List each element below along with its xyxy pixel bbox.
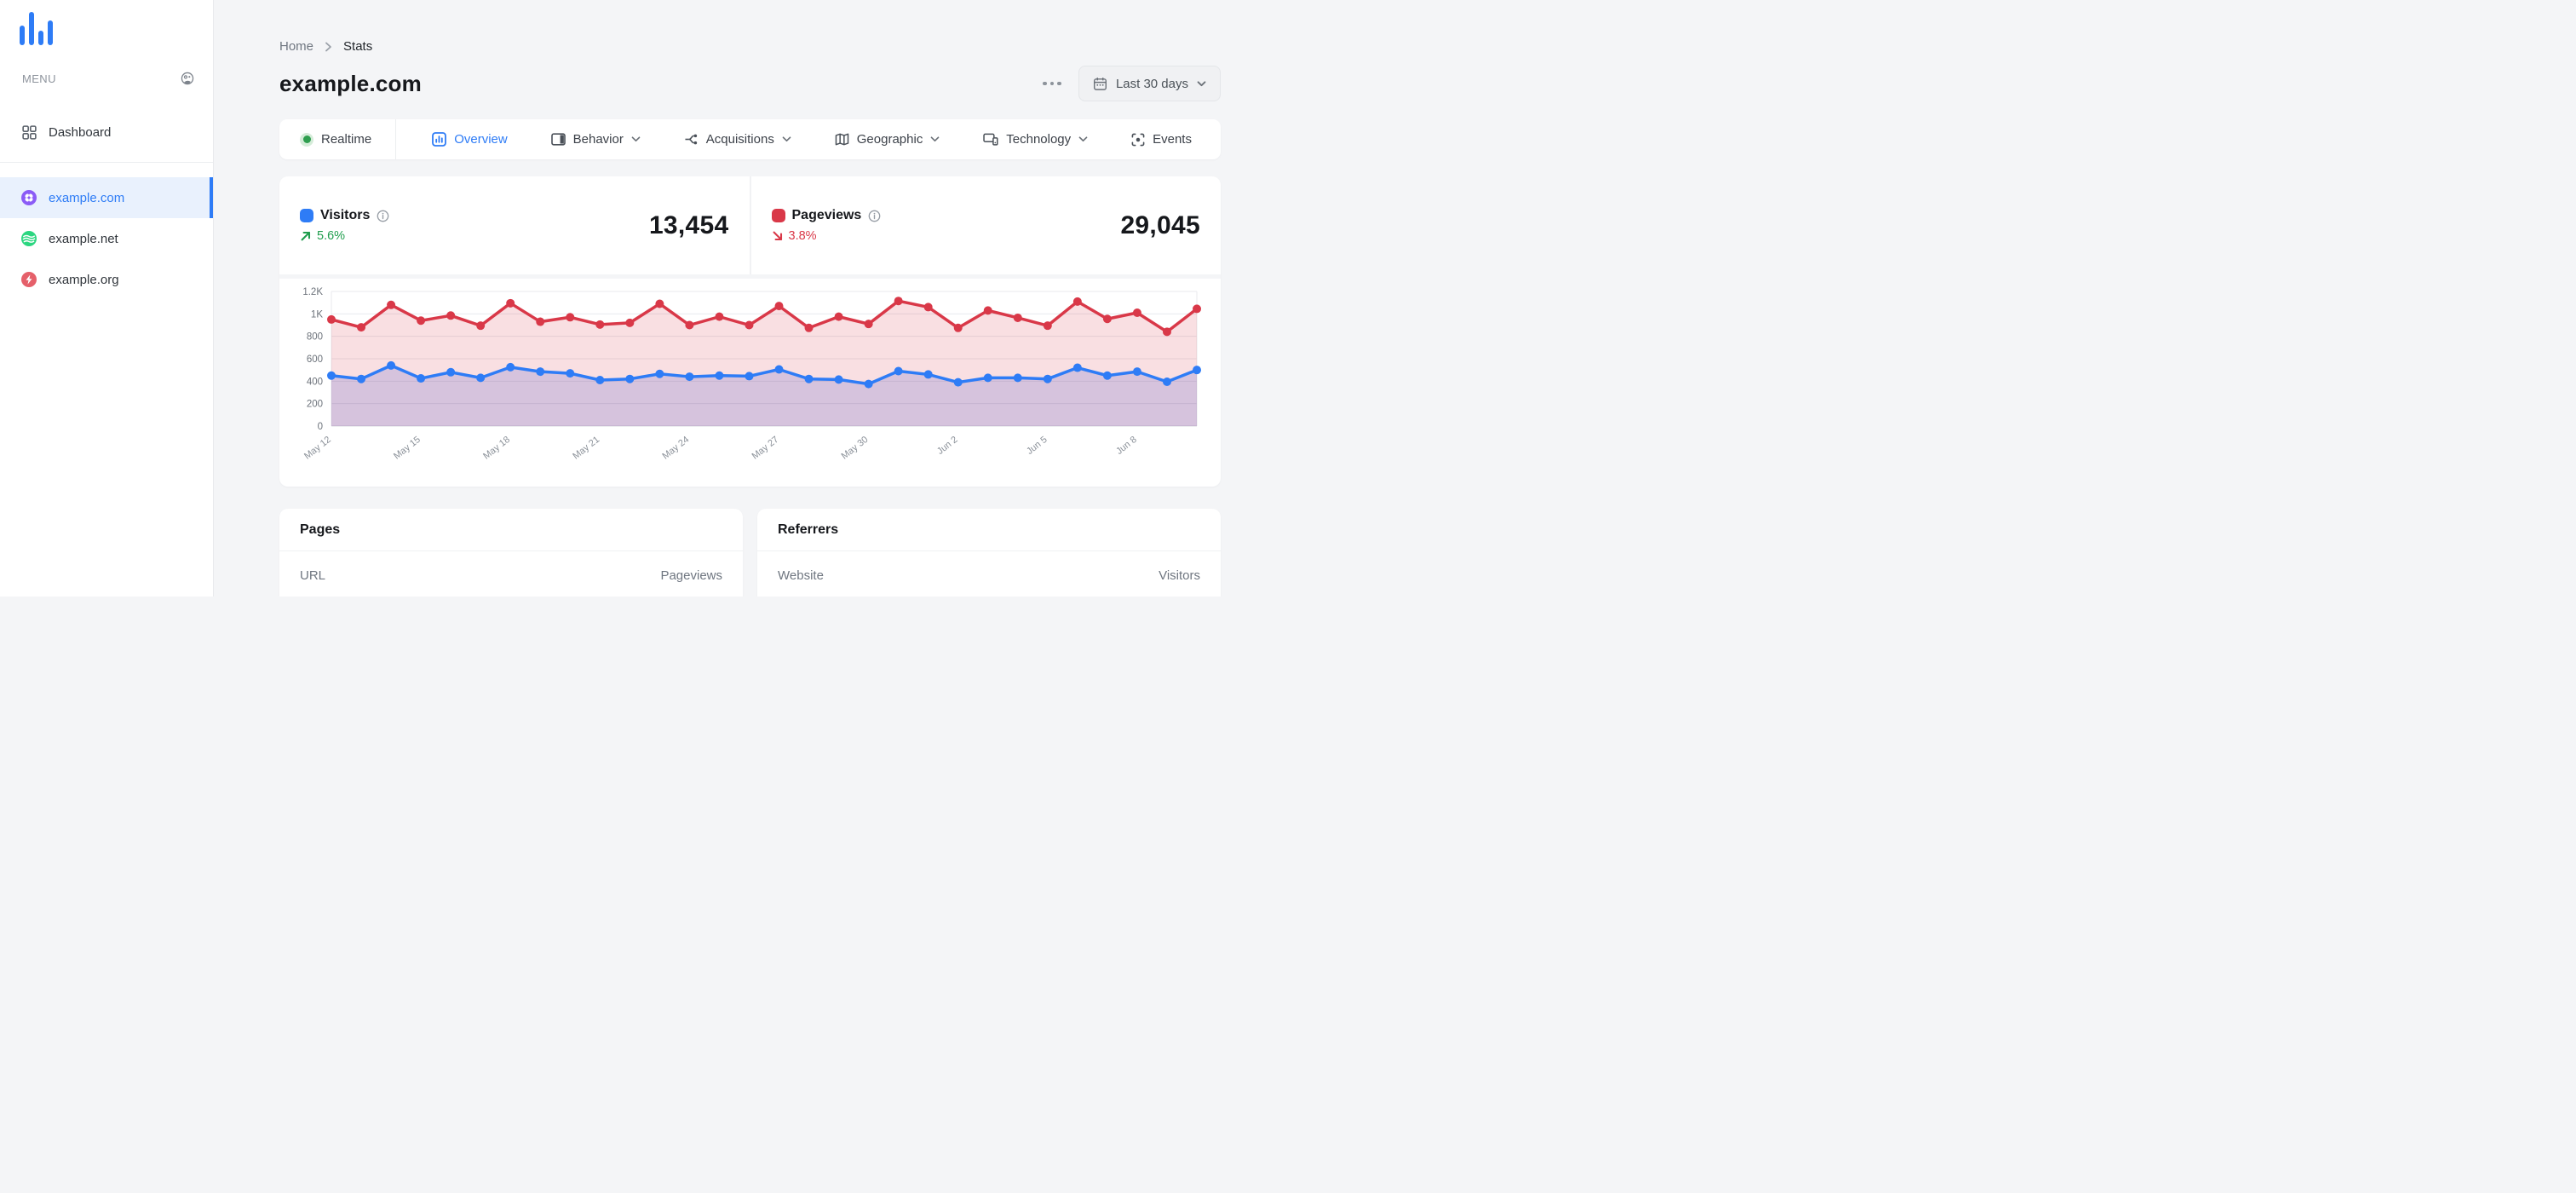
chevron-down-icon — [631, 136, 641, 142]
visitors-stat-tile: Visitors 5.6% 13,454 — [279, 176, 750, 274]
site-name: example.net — [49, 231, 118, 246]
pageviews-legend-chip — [771, 209, 785, 222]
menu-section-label: MENU — [22, 72, 56, 85]
calendar-icon — [1093, 77, 1107, 91]
chevron-down-icon — [1078, 136, 1088, 142]
svg-text:Jun 5: Jun 5 — [1025, 435, 1049, 457]
svg-text:May 12: May 12 — [302, 435, 333, 462]
svg-text:May 21: May 21 — [571, 435, 601, 462]
column-header-url: URL — [300, 568, 326, 583]
column-header-visitors: Visitors — [1159, 568, 1200, 583]
user-circle-icon[interactable] — [181, 72, 194, 85]
app-logo-icon — [20, 12, 213, 45]
sidebar-item-dashboard[interactable]: Dashboard — [0, 113, 213, 151]
svg-text:Jun 2: Jun 2 — [935, 435, 960, 457]
view-tabs: Realtime Overview Behavior — [279, 119, 1221, 159]
chevron-down-icon — [930, 136, 940, 142]
main-content: Home Stats example.com Last 30 days Real… — [214, 0, 1288, 596]
svg-text:800: 800 — [307, 332, 323, 343]
page-title: example.com — [279, 70, 422, 96]
traffic-chart-svg: 0 200 400 600 800 1K 1.2K May 12 May 15 May 18 May… — [302, 287, 1201, 462]
sidebar-divider — [0, 162, 213, 163]
stat-label: Visitors — [320, 208, 371, 222]
pageviews-change: 3.8% — [772, 229, 882, 243]
pages-card: Pages URL Pageviews — [279, 509, 743, 596]
bar-chart-icon — [432, 132, 447, 147]
tab-events[interactable]: Events — [1131, 132, 1192, 147]
breadcrumb: Home Stats — [279, 39, 1221, 54]
svg-text:200: 200 — [307, 400, 323, 410]
svg-text:0: 0 — [318, 422, 323, 432]
visitors-value: 13,454 — [648, 210, 729, 239]
sidebar-item-label: Dashboard — [49, 124, 112, 140]
date-range-label: Last 30 days — [1115, 76, 1188, 91]
layout-icon — [550, 133, 566, 146]
tab-label: Acquisitions — [705, 132, 774, 147]
date-range-button[interactable]: Last 30 days — [1078, 66, 1221, 101]
svg-text:1K: 1K — [311, 309, 323, 320]
site-bolt-icon — [21, 272, 37, 287]
svg-text:May 27: May 27 — [750, 435, 781, 462]
change-value: 3.8% — [788, 229, 817, 243]
svg-text:May 18: May 18 — [481, 435, 512, 462]
tab-behavior[interactable]: Behavior — [550, 132, 641, 147]
visitors-legend-chip — [300, 209, 313, 222]
branch-icon — [684, 133, 699, 146]
tab-acquisitions[interactable]: Acquisitions — [684, 132, 791, 147]
pageviews-stat-tile: Pageviews 3.8% 29,045 — [749, 176, 1222, 274]
sidebar-site-example-com[interactable]: example.com — [0, 177, 213, 218]
svg-text:400: 400 — [307, 377, 323, 387]
tab-geographic[interactable]: Geographic — [835, 132, 940, 147]
column-header-pageviews: Pageviews — [660, 568, 722, 583]
tab-label: Realtime — [321, 132, 372, 147]
stat-label: Pageviews — [791, 208, 862, 222]
devices-icon — [983, 133, 998, 146]
column-header-website: Website — [778, 568, 824, 583]
svg-text:May 24: May 24 — [660, 435, 691, 462]
site-name: example.org — [49, 272, 119, 287]
tab-realtime[interactable]: Realtime — [279, 119, 397, 159]
card-separator — [279, 274, 1221, 279]
info-icon[interactable] — [377, 210, 389, 222]
map-icon — [835, 133, 849, 146]
svg-text:May 30: May 30 — [840, 435, 871, 462]
site-name: example.com — [49, 190, 125, 205]
dashboard-grid-icon — [22, 124, 37, 140]
site-clover-icon — [21, 190, 37, 205]
sidebar: MENU Dashboard example.com example.net — [0, 0, 214, 596]
scan-focus-icon — [1131, 133, 1145, 147]
tab-label: Geographic — [856, 132, 923, 147]
svg-text:May 15: May 15 — [392, 435, 423, 462]
chevron-down-icon — [1197, 80, 1206, 87]
info-icon[interactable] — [868, 210, 881, 222]
sidebar-site-example-net[interactable]: example.net — [0, 218, 213, 259]
change-value: 5.6% — [317, 229, 346, 243]
tab-technology[interactable]: Technology — [983, 132, 1088, 147]
arrow-down-right-icon — [772, 230, 784, 242]
site-waves-icon — [21, 231, 37, 246]
referrers-card-title: Referrers — [778, 522, 839, 537]
sidebar-site-example-org[interactable]: example.org — [0, 259, 213, 300]
visitors-change: 5.6% — [300, 229, 389, 243]
tab-label: Technology — [1006, 132, 1072, 147]
tab-label: Events — [1153, 132, 1192, 147]
more-options-button[interactable] — [1041, 77, 1063, 91]
pages-card-title: Pages — [300, 522, 341, 537]
svg-text:Jun 8: Jun 8 — [1114, 435, 1139, 457]
referrers-card: Referrers Website Visitors — [757, 509, 1221, 596]
tab-label: Overview — [454, 132, 508, 147]
tab-overview[interactable]: Overview — [432, 132, 508, 147]
pageviews-value: 29,045 — [1120, 210, 1200, 239]
arrow-up-right-icon — [300, 230, 312, 242]
svg-text:600: 600 — [307, 354, 323, 365]
chevron-down-icon — [782, 136, 791, 142]
breadcrumb-home-link[interactable]: Home — [279, 39, 314, 54]
svg-text:1.2K: 1.2K — [302, 287, 323, 297]
realtime-status-icon — [300, 132, 313, 147]
breadcrumb-current: Stats — [343, 39, 373, 54]
overview-card: Visitors 5.6% 13,454 — [279, 176, 1221, 487]
traffic-chart[interactable]: 0 200 400 600 800 1K 1.2K May 12 May 15 May 18 May… — [279, 279, 1221, 487]
breadcrumb-chevron-icon — [325, 42, 332, 52]
tab-label: Behavior — [572, 132, 624, 147]
